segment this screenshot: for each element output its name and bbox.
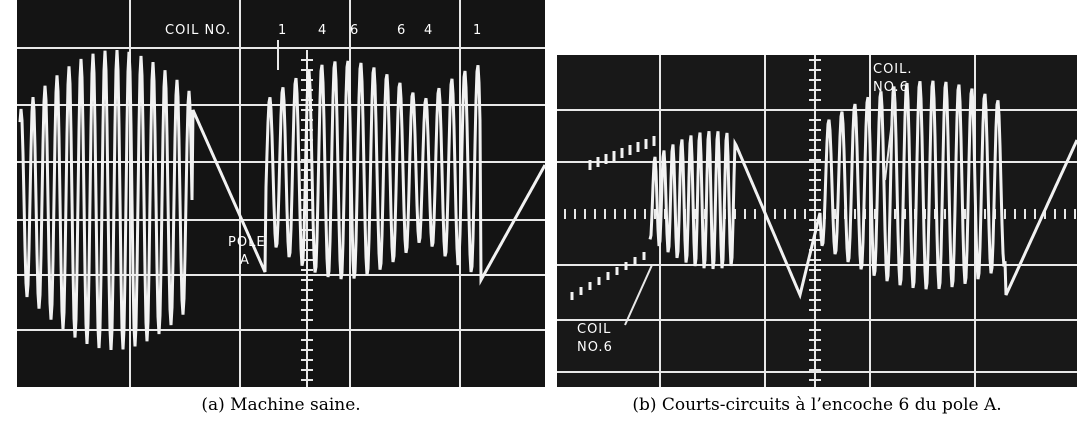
- panel-a: COIL NO. 1 4 6 6 4 1 POLE A: [17, 0, 547, 387]
- annotation: 1: [278, 23, 287, 38]
- annotation: 4: [424, 23, 433, 38]
- panel-b: COIL. NO.6 COIL NO.6: [557, 55, 1077, 387]
- pointer: [624, 264, 653, 326]
- annotation: NO.6: [577, 340, 613, 355]
- waveform: [18, 50, 547, 350]
- annotation: A: [240, 253, 250, 268]
- annotation: 4: [318, 23, 327, 38]
- annotation: POLE: [228, 235, 266, 250]
- annotation: COIL.: [873, 62, 913, 77]
- waveform: [648, 80, 1077, 300]
- annotation: COIL: [577, 322, 611, 337]
- annotation: 1: [473, 23, 482, 38]
- annotation: NO.6: [873, 80, 909, 95]
- annotation: 6: [350, 23, 359, 38]
- annotation: COIL NO.: [165, 23, 231, 38]
- caption: (b) Courts-circuits à l’encoche 6 du pol…: [632, 395, 1001, 415]
- pointer: [884, 95, 896, 181]
- caption: (a) Machine saine.: [201, 395, 360, 415]
- annotation: 6: [397, 23, 406, 38]
